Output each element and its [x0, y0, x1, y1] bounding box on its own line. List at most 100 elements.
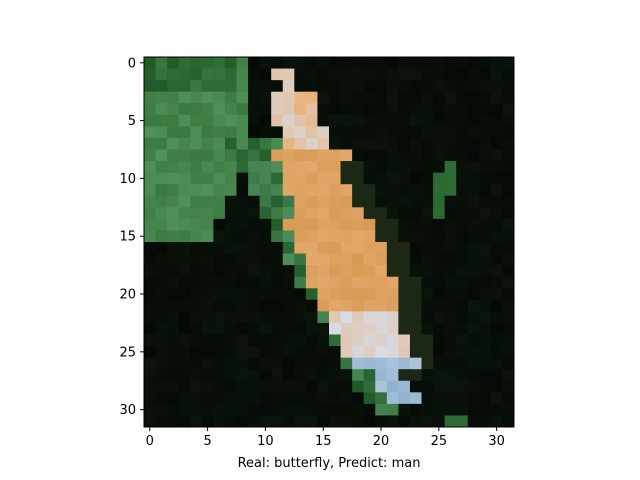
- image-pixel: [386, 126, 399, 139]
- image-pixel: [398, 91, 411, 104]
- image-pixel: [467, 311, 480, 324]
- image-pixel: [190, 380, 203, 393]
- image-pixel: [398, 415, 411, 428]
- image-pixel: [294, 149, 307, 162]
- image-pixel: [224, 91, 237, 104]
- image-pixel: [155, 322, 168, 335]
- image-pixel: [190, 207, 203, 220]
- image-pixel: [259, 149, 272, 162]
- image-pixel: [479, 149, 492, 162]
- image-pixel: [479, 161, 492, 174]
- image-pixel: [444, 276, 457, 289]
- image-pixel: [363, 149, 376, 162]
- image-pixel: [421, 346, 434, 359]
- image-pixel: [190, 369, 203, 382]
- image-pixel: [190, 57, 203, 70]
- image-pixel: [317, 126, 330, 139]
- image-pixel: [144, 299, 157, 312]
- image-pixel: [213, 126, 226, 139]
- image-pixel: [213, 253, 226, 266]
- image-pixel: [386, 207, 399, 220]
- image-pixel: [329, 149, 342, 162]
- image-pixel: [236, 91, 249, 104]
- image-pixel: [490, 103, 503, 116]
- image-pixel: [213, 184, 226, 197]
- image-pixel: [409, 68, 422, 81]
- image-pixel: [409, 265, 422, 278]
- image-pixel: [444, 392, 457, 405]
- image-pixel: [386, 91, 399, 104]
- image-pixel: [479, 230, 492, 243]
- image-pixel: [236, 149, 249, 162]
- image-pixel: [236, 322, 249, 335]
- image-pixel: [456, 80, 469, 93]
- x-tick-label: 15: [315, 434, 332, 449]
- image-pixel: [317, 369, 330, 382]
- image-pixel: [340, 230, 353, 243]
- image-pixel: [236, 195, 249, 208]
- image-pixel: [271, 288, 284, 301]
- image-pixel: [329, 299, 342, 312]
- image-pixel: [375, 161, 388, 174]
- image-pixel: [224, 392, 237, 405]
- image-pixel: [502, 415, 515, 428]
- image-pixel: [467, 346, 480, 359]
- image-pixel: [444, 184, 457, 197]
- image-pixel: [386, 334, 399, 347]
- image-pixel: [490, 91, 503, 104]
- image-pixel: [421, 253, 434, 266]
- image-pixel: [502, 91, 515, 104]
- image-pixel: [329, 114, 342, 127]
- image-pixel: [305, 103, 318, 116]
- image-pixel: [155, 161, 168, 174]
- image-pixel: [294, 126, 307, 139]
- image-pixel: [317, 242, 330, 255]
- image-pixel: [144, 91, 157, 104]
- image-pixel: [421, 126, 434, 139]
- image-pixel: [317, 195, 330, 208]
- image-pixel: [352, 322, 365, 335]
- image-pixel: [271, 114, 284, 127]
- image-pixel: [178, 322, 191, 335]
- image-pixel: [386, 230, 399, 243]
- image-pixel: [201, 288, 214, 301]
- image-pixel: [305, 57, 318, 70]
- image-pixel: [456, 415, 469, 428]
- image-pixel: [352, 126, 365, 139]
- image-pixel: [398, 392, 411, 405]
- image-pixel: [398, 126, 411, 139]
- image-pixel: [363, 322, 376, 335]
- y-axis: 0 5 10 15 20 25 30: [119, 56, 144, 418]
- image-pixel: [190, 322, 203, 335]
- image-pixel: [444, 253, 457, 266]
- image-pixel: [433, 172, 446, 185]
- image-pixel: [490, 126, 503, 139]
- image-pixel: [167, 357, 180, 370]
- image-pixel: [294, 68, 307, 81]
- image-pixel: [444, 114, 457, 127]
- image-pixel: [467, 149, 480, 162]
- image-pixel: [433, 103, 446, 116]
- image-pixel: [398, 265, 411, 278]
- image-pixel: [398, 195, 411, 208]
- image-pixel: [236, 218, 249, 231]
- image-pixel: [444, 230, 457, 243]
- image-pixel: [340, 288, 353, 301]
- image-pixel: [248, 126, 261, 139]
- image-pixel: [155, 242, 168, 255]
- image-pixel: [259, 392, 272, 405]
- image-pixel: [294, 57, 307, 70]
- image-pixel: [224, 172, 237, 185]
- image-pixel: [259, 311, 272, 324]
- image-pixel: [213, 91, 226, 104]
- image-pixel: [456, 172, 469, 185]
- image-pixel: [236, 357, 249, 370]
- image-pixel: [155, 265, 168, 278]
- image-pixel: [409, 242, 422, 255]
- image-pixel: [444, 137, 457, 150]
- image-pixel: [479, 380, 492, 393]
- image-pixel: [201, 230, 214, 243]
- image-pixel: [421, 357, 434, 370]
- image-pixel: [386, 172, 399, 185]
